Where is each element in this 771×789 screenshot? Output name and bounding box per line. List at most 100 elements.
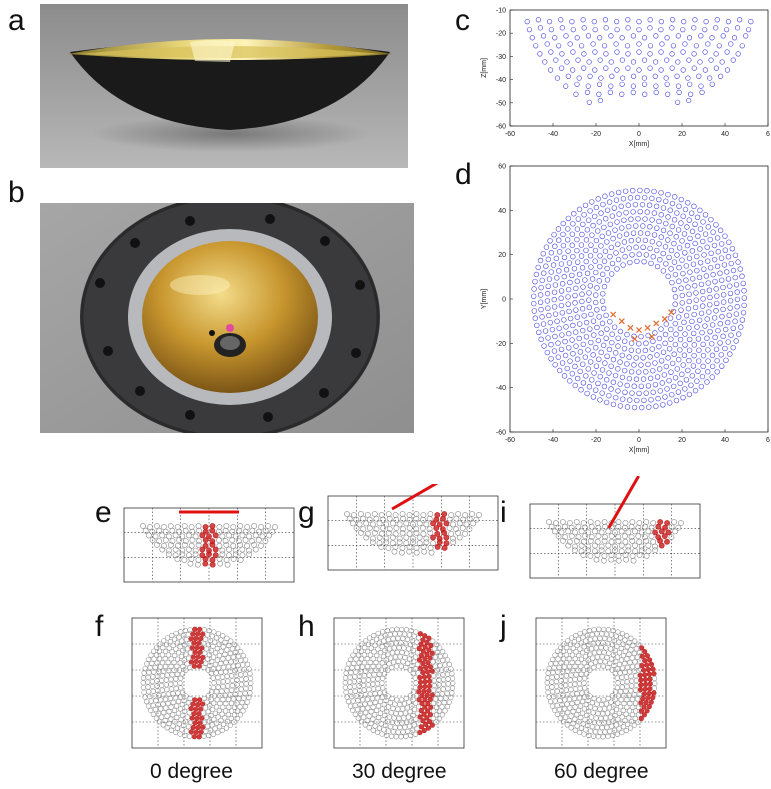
active-element-marker [425, 708, 431, 714]
element-marker [643, 252, 650, 258]
element-marker [576, 206, 583, 213]
element-marker [600, 697, 607, 703]
element-marker [186, 710, 192, 716]
element-marker [611, 324, 618, 330]
element-marker [573, 632, 579, 639]
element-marker [380, 516, 386, 523]
element-marker [170, 699, 176, 706]
element-marker [256, 528, 262, 535]
active-element-marker [200, 631, 206, 637]
element-marker [202, 650, 208, 656]
element-marker [693, 297, 699, 303]
active-element-marker [191, 711, 197, 717]
element-marker [727, 305, 733, 311]
element-marker [692, 221, 698, 227]
element-marker [373, 659, 379, 666]
element-marker [617, 328, 624, 335]
element-marker [592, 258, 598, 264]
element-marker [156, 656, 163, 662]
cross-stroke [653, 320, 660, 327]
element-marker [700, 352, 707, 359]
element-marker [615, 343, 621, 349]
element-marker [644, 230, 651, 237]
element-marker [595, 640, 601, 646]
element-marker [537, 299, 544, 305]
element-marker [710, 229, 716, 235]
element-marker [571, 695, 577, 702]
element-marker [248, 675, 254, 682]
element-marker [652, 675, 658, 682]
element-marker [553, 660, 559, 666]
element-marker [411, 633, 417, 639]
element-marker [366, 525, 373, 532]
element-marker [371, 632, 377, 639]
element-marker [436, 708, 443, 714]
element-marker [579, 231, 585, 238]
element-marker [547, 238, 553, 244]
element-marker [636, 668, 642, 674]
element-marker [579, 710, 586, 716]
x-tick-label: -40 [548, 437, 558, 444]
element-marker [182, 708, 188, 714]
element-marker [187, 665, 193, 671]
active-element-marker [422, 679, 428, 685]
element-marker [183, 667, 189, 673]
element-marker [400, 526, 406, 533]
element-marker [678, 220, 684, 226]
element-marker [582, 653, 589, 659]
element-marker [420, 512, 427, 518]
element-marker [654, 247, 660, 254]
element-marker [574, 356, 581, 362]
element-marker [177, 694, 184, 700]
element-marker [581, 313, 587, 319]
element-marker [169, 649, 175, 655]
element-marker [351, 512, 357, 518]
active-element-marker [427, 678, 433, 684]
element-marker [612, 547, 618, 554]
element-marker [174, 671, 180, 677]
element-marker [359, 664, 365, 670]
element-marker [644, 209, 650, 215]
element-marker [559, 51, 565, 57]
element-marker [568, 725, 574, 731]
element-marker [172, 707, 178, 713]
element-marker [670, 360, 676, 367]
element-marker [164, 713, 170, 719]
element-marker [589, 724, 595, 730]
element-marker [436, 700, 442, 706]
element-marker [403, 640, 409, 647]
element-marker [622, 538, 629, 545]
active-element-marker [197, 720, 203, 726]
active-element-marker [416, 657, 423, 663]
element-marker [362, 701, 368, 707]
element-marker [365, 682, 371, 688]
element-marker [220, 644, 226, 650]
element-marker [587, 73, 593, 79]
element-marker [648, 533, 655, 540]
active-element-marker [440, 515, 446, 522]
element-marker [612, 671, 618, 677]
element-marker [211, 654, 217, 660]
element-marker [352, 674, 358, 680]
element-marker [587, 651, 593, 657]
element-marker [389, 650, 395, 656]
element-marker [628, 369, 635, 375]
element-marker [709, 35, 715, 41]
element-marker [734, 304, 740, 310]
element-marker [210, 643, 216, 649]
element-marker [695, 336, 702, 342]
element-marker [373, 526, 380, 533]
element-marker [395, 635, 401, 641]
element-marker [551, 528, 558, 535]
element-marker [581, 680, 587, 686]
element-marker [185, 700, 191, 706]
element-marker [557, 707, 563, 713]
element-marker [680, 270, 686, 277]
element-marker [695, 358, 702, 364]
x-tick-label: 40 [721, 437, 729, 444]
element-marker [600, 271, 606, 278]
element-marker [712, 278, 718, 285]
element-marker [208, 689, 214, 695]
element-marker [400, 729, 406, 735]
element-marker [426, 515, 433, 522]
